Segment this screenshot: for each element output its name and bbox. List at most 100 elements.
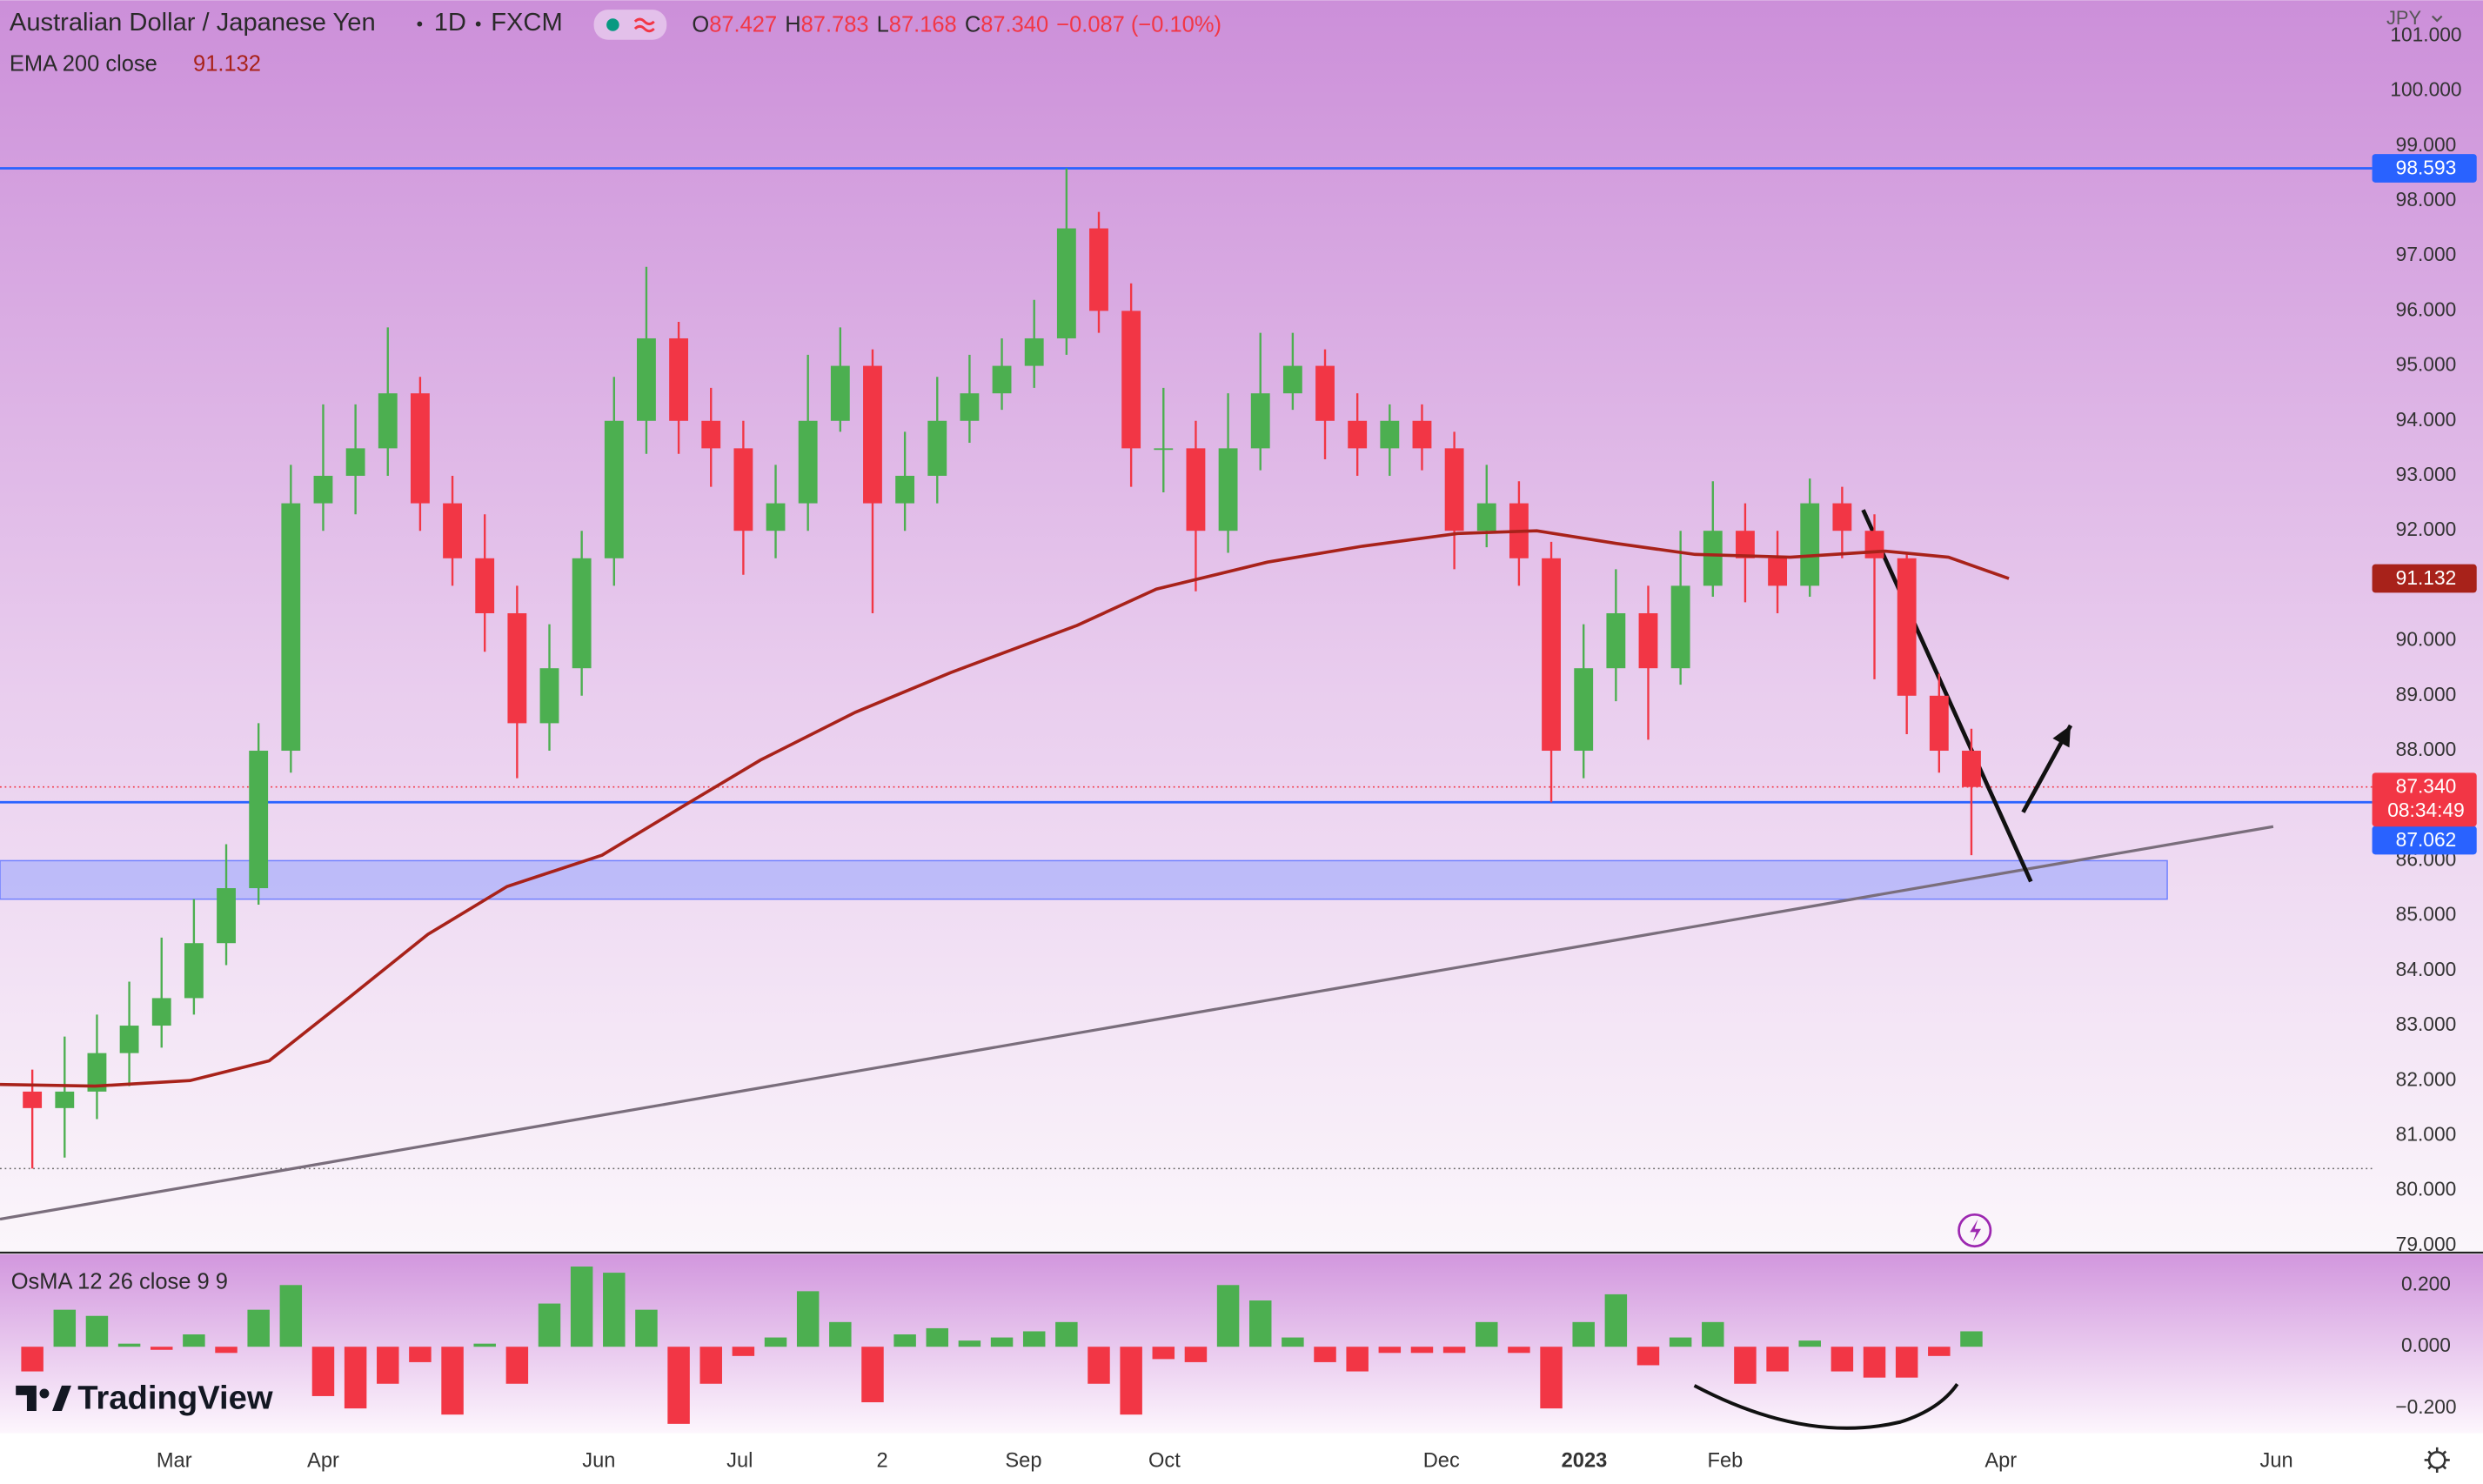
main-pane xyxy=(0,0,2483,1252)
oscillator-plot xyxy=(21,1267,1983,1424)
candle-body xyxy=(1154,448,1174,451)
candle-body xyxy=(637,338,656,421)
candle-body xyxy=(539,668,559,724)
histogram-bar xyxy=(150,1347,173,1350)
ohlc-value: 87.783 xyxy=(801,12,869,37)
histogram-bar xyxy=(1378,1347,1402,1354)
candle-body xyxy=(927,420,947,476)
histogram-bar xyxy=(377,1347,399,1384)
histogram-bar xyxy=(829,1321,852,1347)
histogram-bar xyxy=(21,1347,44,1372)
candle-body xyxy=(184,943,204,999)
y-tick-label: 0.000 xyxy=(2401,1334,2451,1356)
histogram-bar xyxy=(344,1347,367,1409)
main-plot xyxy=(0,167,2373,1221)
logo-text: TradingView xyxy=(77,1379,273,1416)
histogram-bar xyxy=(1088,1347,1110,1384)
candle-body xyxy=(1542,558,1561,752)
currency-selector[interactable]: JPY xyxy=(2386,7,2421,29)
y-tick-label: 85.000 xyxy=(2396,903,2457,926)
event-icon-bolt xyxy=(1970,1219,1982,1242)
candle-body xyxy=(1348,420,1368,449)
indicator-name: EMA 200 close xyxy=(10,52,157,77)
y-tick-label: 99.000 xyxy=(2396,133,2457,156)
x-tick-label: Mar xyxy=(157,1450,192,1473)
last-price-tag xyxy=(2372,772,2477,827)
candle-body xyxy=(1574,668,1594,752)
candle-body xyxy=(830,365,850,421)
logo-mark xyxy=(52,1385,71,1412)
candle-body xyxy=(701,420,721,449)
candle-body xyxy=(345,448,365,476)
histogram-bar xyxy=(1216,1285,1240,1347)
histogram-bar xyxy=(1346,1347,1369,1372)
event-icon[interactable] xyxy=(1958,1213,1992,1248)
candle-body xyxy=(863,365,882,504)
candle-body xyxy=(378,393,398,449)
histogram-bar xyxy=(1863,1347,1886,1378)
market-open-icon xyxy=(606,18,619,31)
y-tick-label: −0.200 xyxy=(2395,1395,2456,1418)
ohlc-value: 87.168 xyxy=(889,12,957,37)
candle-body xyxy=(1736,531,1755,558)
logo: TradingView xyxy=(16,1379,273,1416)
candle-body xyxy=(507,612,527,724)
histogram-bar xyxy=(311,1347,335,1396)
histogram-bar xyxy=(1895,1347,1918,1378)
separator-dot xyxy=(475,21,481,27)
y-tick-label: 89.000 xyxy=(2396,683,2457,705)
histogram-bar xyxy=(796,1291,820,1347)
candle-body xyxy=(1800,503,1820,586)
histogram-bar xyxy=(764,1337,787,1347)
candle-body xyxy=(23,1091,43,1108)
candle-body xyxy=(281,503,301,752)
candle-body xyxy=(217,888,236,944)
x-tick-label: Apr xyxy=(307,1450,339,1473)
histogram-bar xyxy=(1669,1337,1692,1347)
histogram-bar xyxy=(1055,1321,1078,1347)
histogram-bar xyxy=(861,1347,884,1403)
candle-body xyxy=(572,558,592,669)
x-tick-label: Jun xyxy=(2260,1450,2293,1473)
y-tick-label: 79.000 xyxy=(2396,1233,2457,1255)
x-tick-label: Oct xyxy=(1148,1450,1181,1473)
candle-body xyxy=(1832,503,1852,531)
histogram-bar xyxy=(603,1273,626,1347)
histogram-bar xyxy=(1798,1340,1821,1347)
price-tag-label: 87.062 xyxy=(2396,828,2457,851)
y-tick-label: 82.000 xyxy=(2396,1067,2457,1090)
candle-body xyxy=(1121,311,1141,449)
arrow-head xyxy=(2052,725,2071,748)
histogram-bar xyxy=(279,1285,303,1347)
trend-line xyxy=(0,825,2274,1221)
histogram-bar xyxy=(117,1343,141,1347)
y-tick-label: 100.000 xyxy=(2390,78,2461,101)
histogram-bar xyxy=(1702,1321,1724,1347)
y-tick-label: 80.000 xyxy=(2396,1178,2457,1200)
candle-body xyxy=(1315,365,1335,421)
candle-body xyxy=(895,475,915,504)
histogram-bar xyxy=(505,1347,529,1384)
separator-dot xyxy=(417,21,423,27)
candle-body xyxy=(798,420,818,504)
y-tick-label: 83.000 xyxy=(2396,1013,2457,1035)
histogram-bar xyxy=(926,1327,949,1347)
symbol-name: Australian Dollar / Japanese Yen xyxy=(10,9,376,37)
histogram-bar xyxy=(538,1303,561,1347)
candle-body xyxy=(1476,503,1496,531)
histogram-bar xyxy=(53,1309,77,1347)
candle-body xyxy=(1186,448,1206,531)
y-tick-label: 90.000 xyxy=(2396,628,2457,651)
interval[interactable]: 1D xyxy=(434,9,466,37)
settings-icon[interactable] xyxy=(2424,1447,2450,1474)
x-tick-label: 2 xyxy=(877,1450,888,1473)
status-pill[interactable] xyxy=(593,10,667,40)
histogram-bar xyxy=(893,1334,916,1347)
candle-body xyxy=(443,503,462,558)
histogram-bar xyxy=(473,1343,496,1347)
histogram-bar xyxy=(409,1347,432,1362)
x-tick-label: Sep xyxy=(1005,1450,1041,1473)
x-tick-label: Dec xyxy=(1423,1450,1460,1473)
candle-body xyxy=(55,1091,75,1108)
x-tick-label: Apr xyxy=(1984,1450,2017,1473)
